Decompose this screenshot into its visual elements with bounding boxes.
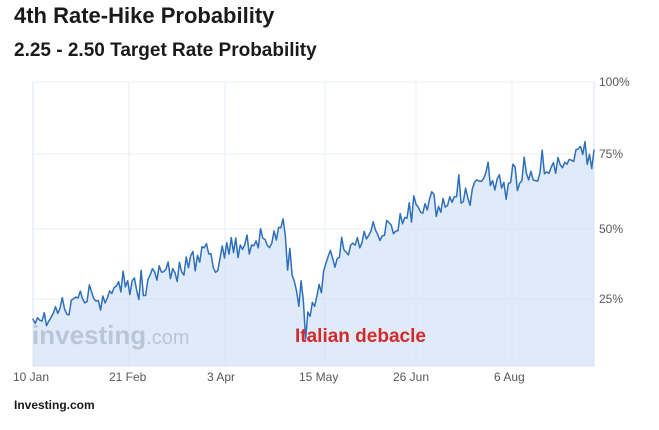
svg-text:25%: 25% [599,292,623,306]
svg-text:3 Apr: 3 Apr [207,370,235,384]
svg-text:26 Jun: 26 Jun [393,370,429,384]
svg-text:6 Aug: 6 Aug [494,370,525,384]
svg-text:75%: 75% [599,147,623,161]
svg-text:15 May: 15 May [299,370,338,384]
svg-text:21 Feb: 21 Feb [109,370,147,384]
svg-text:50%: 50% [599,222,623,236]
svg-text:100%: 100% [599,75,630,89]
svg-text:10 Jan: 10 Jan [13,370,49,384]
